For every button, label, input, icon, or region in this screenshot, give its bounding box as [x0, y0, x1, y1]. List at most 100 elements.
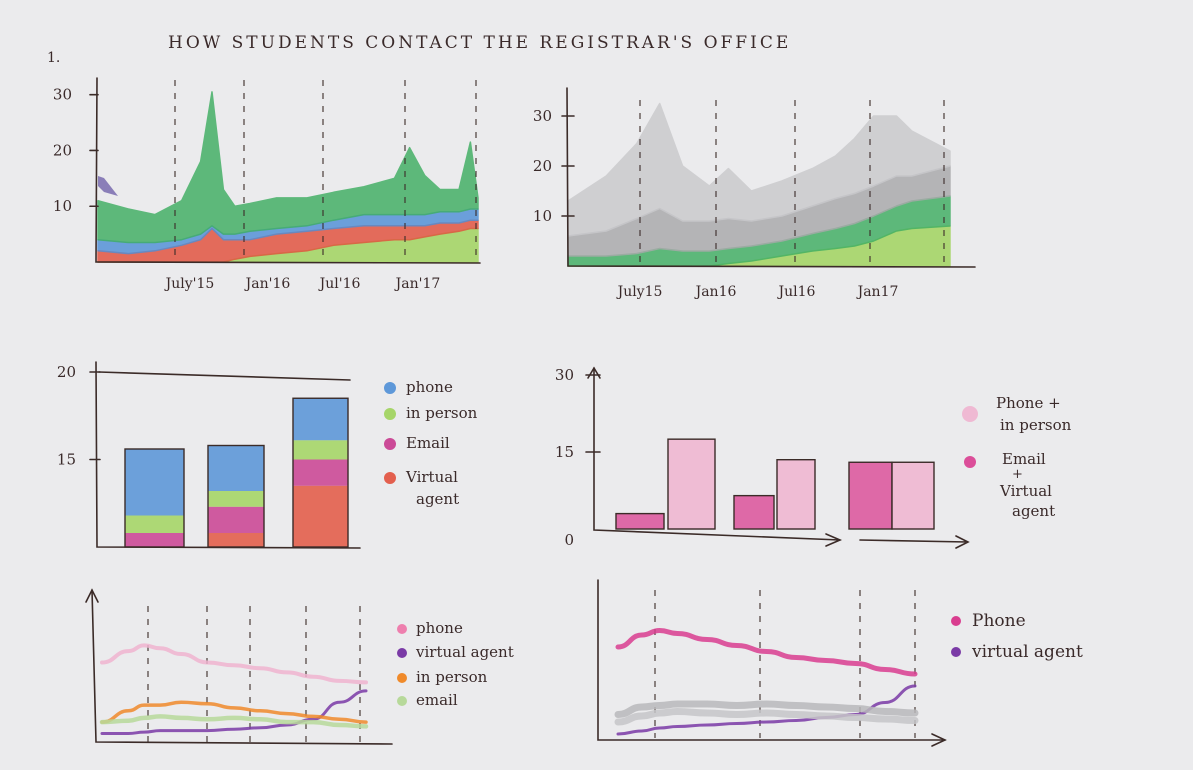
y-tick-label: 20 — [57, 363, 76, 381]
axis-lines — [91, 589, 393, 745]
x-tick-label: Jan'16 — [244, 276, 291, 292]
bar-outline — [615, 512, 665, 530]
legend-swatch — [397, 624, 407, 634]
axis-lines — [95, 77, 481, 264]
legend-swatch — [951, 647, 961, 657]
x-tick-label: July15 — [616, 284, 663, 300]
legend-label: email — [416, 691, 458, 709]
line-phone — [615, 627, 918, 677]
legend: phone in person Email Virtual agent — [384, 378, 478, 508]
bar-segment-email — [208, 506, 264, 533]
bar-outline — [776, 459, 816, 530]
bar-phone-person — [892, 462, 934, 529]
legend: Phone virtual agent — [951, 611, 1083, 662]
legend: Phone + in person Email+Virtual agent — [962, 394, 1072, 520]
bar-segment-in-person — [208, 491, 264, 507]
x-arrow — [825, 533, 843, 547]
legend-label: in person — [406, 404, 478, 422]
legend-label: in person — [416, 668, 488, 686]
legend-label: Phone + — [996, 394, 1061, 412]
legend-swatch — [384, 472, 396, 484]
chart-stacked-bars: 15 20 phone in person Email Virtual agent — [57, 361, 478, 549]
bar-segment-phone — [208, 445, 264, 491]
axis-lines — [597, 579, 946, 741]
legend-label: Virtual — [405, 468, 458, 486]
axis-lines — [95, 361, 361, 549]
legend-label-line3: agent — [1012, 502, 1055, 520]
legend-swatch — [397, 648, 407, 658]
y-tick-label: 30 — [53, 86, 72, 104]
bar-outline — [733, 494, 775, 530]
line-phone — [100, 643, 368, 685]
legend-label-line2: in person — [1000, 416, 1072, 434]
legend-label-plus: + — [1012, 467, 1023, 482]
legend-label: Email — [1002, 450, 1046, 468]
legend-label-line2: agent — [416, 490, 459, 508]
x-tick-label: July'15 — [164, 276, 215, 292]
bar-outline — [667, 438, 716, 530]
y-tick-label: 15 — [555, 443, 574, 461]
legend-swatch — [962, 406, 978, 422]
legend-swatch — [384, 408, 396, 420]
line-virtual-agent — [100, 689, 368, 735]
bar-segment-in-person — [293, 440, 348, 460]
x-tick-label: Jan'17 — [394, 276, 441, 292]
bar-email-virtual — [616, 513, 664, 529]
bar-outline — [292, 397, 349, 548]
axis-lines — [566, 87, 976, 268]
bar-segment-email — [125, 533, 184, 547]
line-email — [99, 714, 369, 729]
line-grey-upper — [614, 700, 919, 718]
axis-lines — [593, 367, 841, 541]
y-tick-label: 30 — [555, 366, 574, 384]
bar-segment-virtual-agent — [208, 533, 264, 547]
legend-label: phone — [416, 619, 463, 637]
legend-label: Email — [406, 434, 450, 452]
bar-outline — [891, 461, 935, 530]
legend-swatch — [384, 438, 396, 450]
page-title: HOW STUDENTS CONTACT THE REGISTRAR'S OFF… — [168, 33, 791, 53]
line-grey-lower — [614, 707, 919, 726]
x-tick-label: Jan16 — [694, 284, 737, 300]
bar-phone-person — [777, 459, 815, 529]
bar-phone-person — [668, 439, 715, 529]
area-green — [97, 91, 479, 244]
legend-label-line2: Virtual — [999, 482, 1052, 500]
bar-segment-phone — [293, 398, 348, 441]
x-tick-label: Jul'16 — [318, 276, 361, 292]
x-tick-label: Jul16 — [777, 284, 816, 300]
bar-segment-in-person — [125, 515, 184, 533]
bar-segment-email — [293, 459, 348, 486]
bar-email-virtual — [849, 462, 892, 529]
chart-stacked-area: 10 20 30 July'15 Jan'16 Jul'16 Jan'17 — [53, 77, 481, 292]
corner-mark: 1. — [47, 50, 60, 66]
top-gridline — [98, 371, 351, 381]
legend-swatch — [397, 696, 407, 706]
y-tick-label: 20 — [533, 157, 552, 175]
area-tip — [98, 176, 118, 196]
y-tick-label: 10 — [53, 197, 72, 215]
charts-layer: 10 20 30 July'15 Jan'16 Jul'16 Jan'17 10 20 30 Jul… — [53, 77, 1083, 747]
legend-label: Phone — [972, 611, 1026, 631]
legend-label: phone — [406, 378, 453, 396]
y-tick-label: 30 — [533, 107, 552, 125]
chart-grey-area: 10 20 30 July15 Jan16 Jul16 Jan17 — [533, 87, 976, 300]
x-arrow — [931, 733, 947, 747]
bar-segment-phone — [125, 449, 184, 516]
legend: phone virtual agent in person email — [397, 619, 514, 709]
legend-swatch — [951, 616, 961, 626]
y-tick-label: 20 — [53, 141, 72, 159]
y-tick-label: 10 — [533, 207, 552, 225]
chart-paired-bars: 0 15 30 Phone + in person Email+Virtual agent — [555, 366, 1072, 549]
x-tick-label: Jan17 — [856, 284, 899, 300]
legend-swatch — [964, 456, 976, 468]
legend-label: virtual agent — [415, 643, 514, 661]
legend-swatch — [384, 382, 396, 394]
y-tick-label: 0 — [564, 531, 574, 549]
bar-email-virtual — [734, 495, 774, 529]
legend-label: virtual agent — [971, 642, 1083, 662]
legend-swatch — [397, 673, 407, 683]
y-arrow — [85, 588, 99, 603]
